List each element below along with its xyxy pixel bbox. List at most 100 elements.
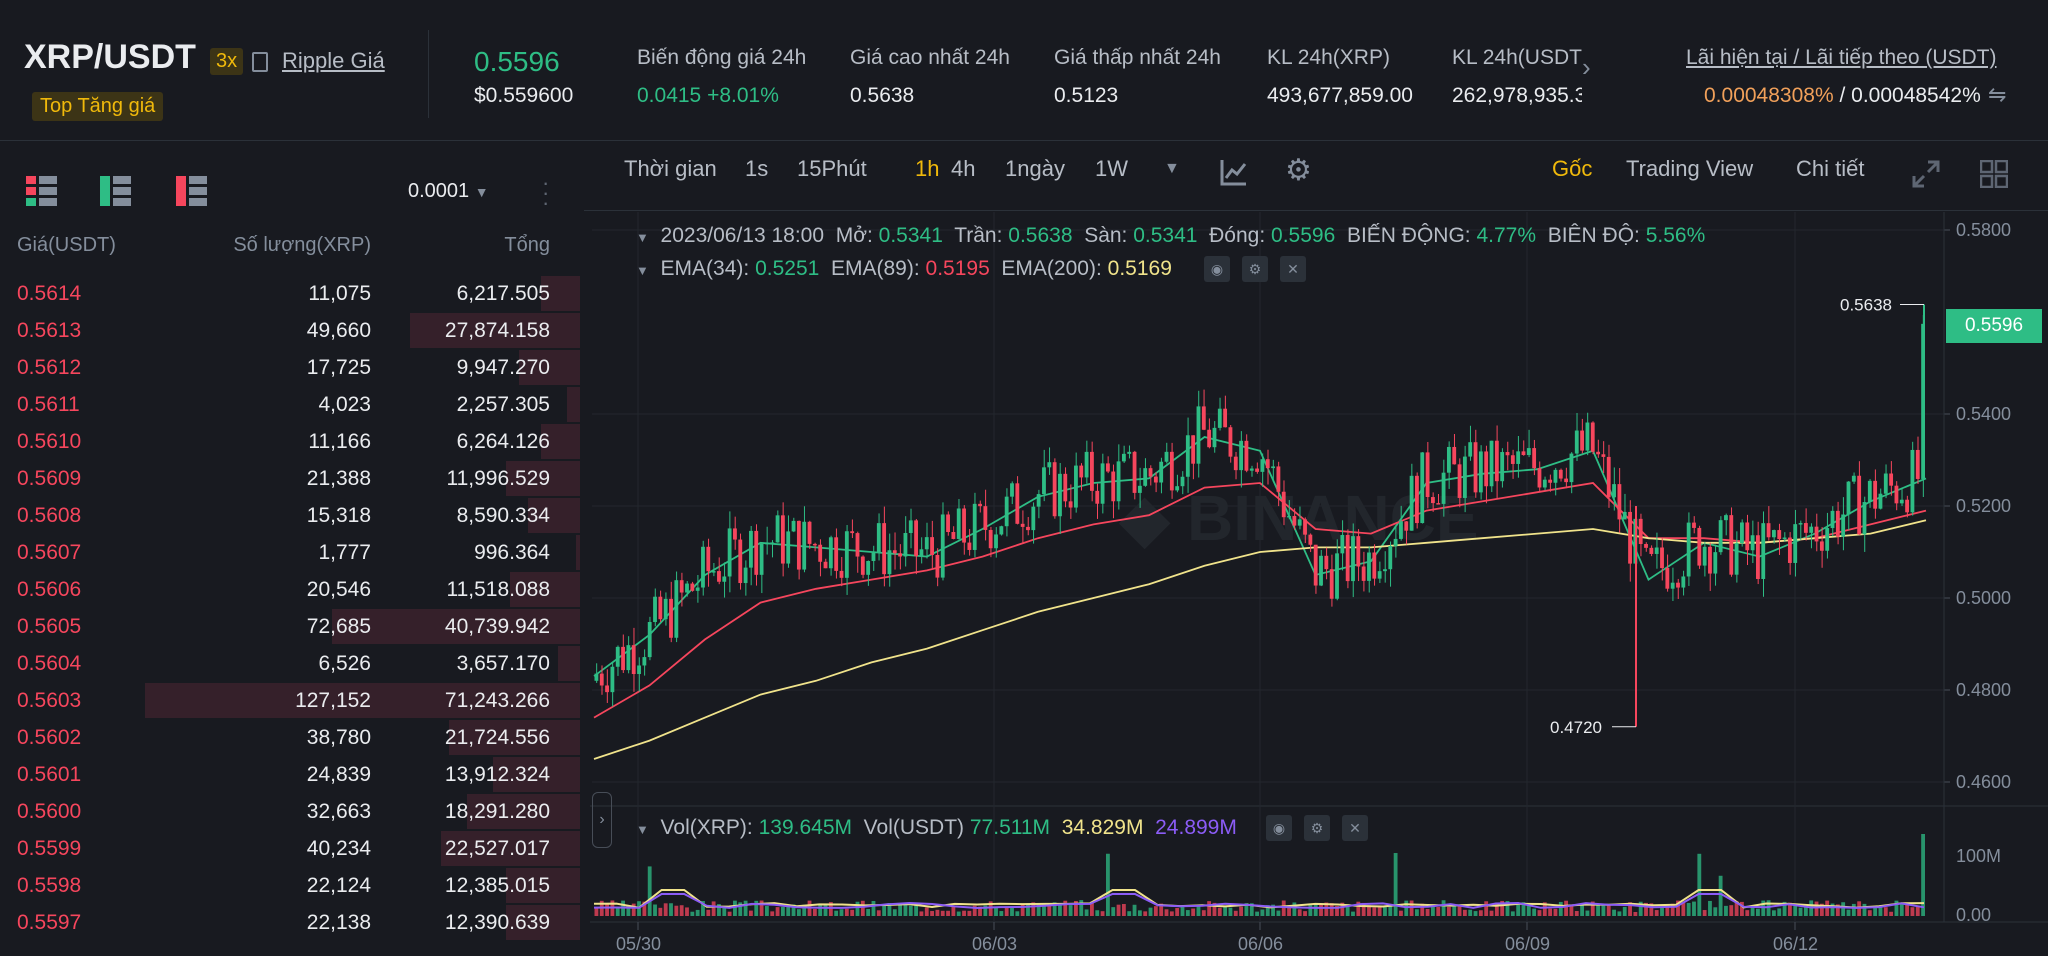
- orderbook-row[interactable]: 0.5613 49,660 27,874.158: [0, 312, 580, 349]
- candle-body: [1121, 453, 1126, 462]
- candle-body: [1686, 522, 1691, 577]
- candle-body: [1233, 456, 1238, 471]
- orderbook-row[interactable]: 0.5607 1,777 996.364: [0, 534, 580, 571]
- volume-bar: [1606, 905, 1611, 916]
- volume-bar: [935, 909, 940, 916]
- orderbook-row[interactable]: 0.5606 20,546 11,518.088: [0, 571, 580, 608]
- interval-tab[interactable]: 4h: [951, 156, 976, 181]
- candle-body: [978, 503, 982, 507]
- document-icon[interactable]: [252, 52, 268, 72]
- orderbook-row[interactable]: 0.5612 17,725 9,947.270: [0, 349, 580, 386]
- row-total: 6,264.126: [456, 430, 550, 453]
- row-price: 0.5598: [17, 874, 82, 897]
- candle-body: [871, 552, 876, 562]
- vol-remove-icon[interactable]: ✕: [1342, 815, 1368, 841]
- interval-tab[interactable]: 1ngày: [1005, 156, 1065, 181]
- ema-settings-icon[interactable]: ⚙: [1242, 256, 1268, 282]
- orderbook-row[interactable]: 0.5608 15,318 8,590.334: [0, 497, 580, 534]
- row-price: 0.5600: [17, 800, 82, 823]
- orderbook-view-bids-icon[interactable]: [100, 176, 132, 213]
- volume-bar: [1217, 907, 1222, 916]
- vol-visibility-icon[interactable]: ◉: [1266, 815, 1292, 841]
- volume-bar: [1835, 904, 1840, 916]
- candle-body: [1830, 510, 1835, 529]
- candle-body: [1079, 465, 1084, 478]
- volume-bar: [1708, 900, 1712, 916]
- orderbook-view-both-icon[interactable]: [26, 176, 58, 213]
- orderbook-view-asks-icon[interactable]: [176, 176, 208, 213]
- candle-body: [685, 583, 689, 593]
- vol-xrp-label: Vol(XRP):: [660, 816, 753, 839]
- candle-body: [1335, 553, 1339, 599]
- interval-dropdown-icon[interactable]: ▼: [1164, 160, 1180, 177]
- orderbook-row[interactable]: 0.5600 32,663 18,291.280: [0, 793, 580, 830]
- row-qty: 127,152: [295, 689, 371, 712]
- orderbook-row[interactable]: 0.5599 40,234 22,527.017: [0, 830, 580, 867]
- interval-tab[interactable]: 1h: [915, 156, 940, 181]
- candle-body: [1452, 446, 1457, 465]
- orderbook-row[interactable]: 0.5610 11,166 6,264.126: [0, 423, 580, 460]
- orderbook-row[interactable]: 0.5597 22,138 12,390.639: [0, 904, 580, 941]
- orderbook-row[interactable]: 0.5609 21,388 11,996.529: [0, 460, 580, 497]
- candle-body: [749, 530, 753, 568]
- vol-collapse-icon[interactable]: ▼: [636, 822, 649, 837]
- candle-body: [1196, 406, 1201, 464]
- orderbook-row[interactable]: 0.5603 127,152 71,243.266: [0, 682, 580, 719]
- precision-select[interactable]: 0.0001 ▼: [408, 180, 489, 203]
- orderbook-row[interactable]: 0.5602 38,780 21,724.556: [0, 719, 580, 756]
- swap-icon[interactable]: ⇋: [1988, 82, 2007, 107]
- volume-bar: [1638, 901, 1643, 916]
- volume-bar: [1446, 906, 1451, 916]
- volume-bar: [1180, 905, 1185, 916]
- volume-bar: [631, 903, 636, 916]
- view-tab[interactable]: Trading View: [1626, 156, 1754, 181]
- row-qty: 32,663: [306, 800, 371, 823]
- candle-body: [882, 523, 887, 575]
- candle-body: [1127, 451, 1132, 454]
- candle-body: [770, 542, 775, 544]
- interval-tab[interactable]: 1s: [745, 156, 769, 181]
- ema-remove-icon[interactable]: ✕: [1280, 256, 1306, 282]
- vol-settings-icon[interactable]: ⚙: [1304, 815, 1330, 841]
- orderbook-row[interactable]: 0.5604 6,526 3,657.170: [0, 645, 580, 682]
- top-gainer-tag[interactable]: Top Tăng giá: [32, 92, 164, 121]
- interval-tab[interactable]: 15Phút: [797, 156, 867, 181]
- ema-visibility-icon[interactable]: ◉: [1204, 256, 1230, 282]
- y-axis-label: 0.4600: [1956, 772, 2011, 792]
- candle-body: [1532, 448, 1537, 469]
- volume-bar: [733, 900, 737, 916]
- time-label[interactable]: Thời gian: [624, 156, 717, 181]
- volume-bar: [924, 907, 929, 916]
- view-tab[interactable]: Chi tiết: [1796, 156, 1865, 181]
- fullscreen-icon[interactable]: [1912, 160, 1940, 193]
- orderbook-row[interactable]: 0.5614 11,075 6,217.505: [0, 275, 580, 312]
- expand-panel-button[interactable]: ›: [592, 792, 612, 848]
- volume-bar: [1910, 907, 1915, 916]
- scroll-right-icon[interactable]: ›: [1582, 52, 1591, 82]
- settings-gear-icon[interactable]: ⚙: [1285, 154, 1312, 187]
- ema-collapse-icon[interactable]: ▼: [636, 263, 649, 278]
- orderbook-row[interactable]: 0.5611 4,023 2,257.305: [0, 386, 580, 423]
- funding-rate-label[interactable]: Lãi hiện tại / Lãi tiếp theo (USDT): [1686, 46, 1997, 69]
- candle-body: [1388, 545, 1393, 570]
- interval-tab[interactable]: 1W: [1095, 156, 1128, 181]
- layout-grid-icon[interactable]: [1979, 159, 2009, 193]
- indicator-icon[interactable]: [1220, 158, 1248, 191]
- candle-body: [988, 529, 993, 549]
- orderbook-header-price: Giá(USDT): [17, 234, 116, 256]
- coin-info-link[interactable]: Ripple Giá: [282, 48, 385, 73]
- legend-collapse-icon[interactable]: ▼: [636, 230, 649, 245]
- orderbook-row[interactable]: 0.5601 24,839 13,912.324: [0, 756, 580, 793]
- orderbook-row[interactable]: 0.5598 22,124 12,385.015: [0, 867, 580, 904]
- vol-axis-label: 100M: [1956, 846, 2001, 866]
- y-axis-label: 0.5400: [1956, 404, 2011, 424]
- volume-bar: [1612, 909, 1616, 916]
- candle-body: [1228, 427, 1233, 457]
- more-options-icon[interactable]: · · ·: [542, 170, 550, 215]
- volume-bar: [1345, 904, 1350, 916]
- orderbook-row[interactable]: 0.5605 72,685 40,739.942: [0, 608, 580, 645]
- candle-body: [1047, 462, 1052, 468]
- view-tab[interactable]: Gốc: [1552, 156, 1593, 181]
- symbol-title[interactable]: XRP/USDT: [24, 38, 196, 76]
